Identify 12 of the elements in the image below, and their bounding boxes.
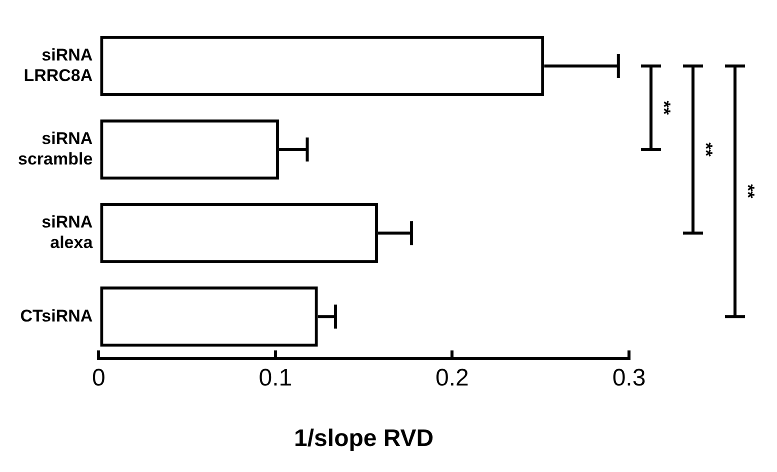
x-tick-label: 0.1 <box>258 364 292 392</box>
x-tick-label: 0 <box>92 364 106 392</box>
y-tick-label: siRNA scramble <box>18 129 93 168</box>
text: ** <box>738 184 758 198</box>
x-axis-title: 1/slope RVD <box>294 425 434 452</box>
y-tick-label: siRNA alexa <box>42 212 94 252</box>
text: ** <box>654 100 674 115</box>
y-tick-label: siRNA LRRC8A <box>24 45 93 85</box>
x-tick-label: 0.3 <box>612 364 646 392</box>
x-tick-label: 0.2 <box>436 364 469 392</box>
y-tick-label: CTsiRNA <box>20 306 93 326</box>
text: ** <box>696 142 716 157</box>
